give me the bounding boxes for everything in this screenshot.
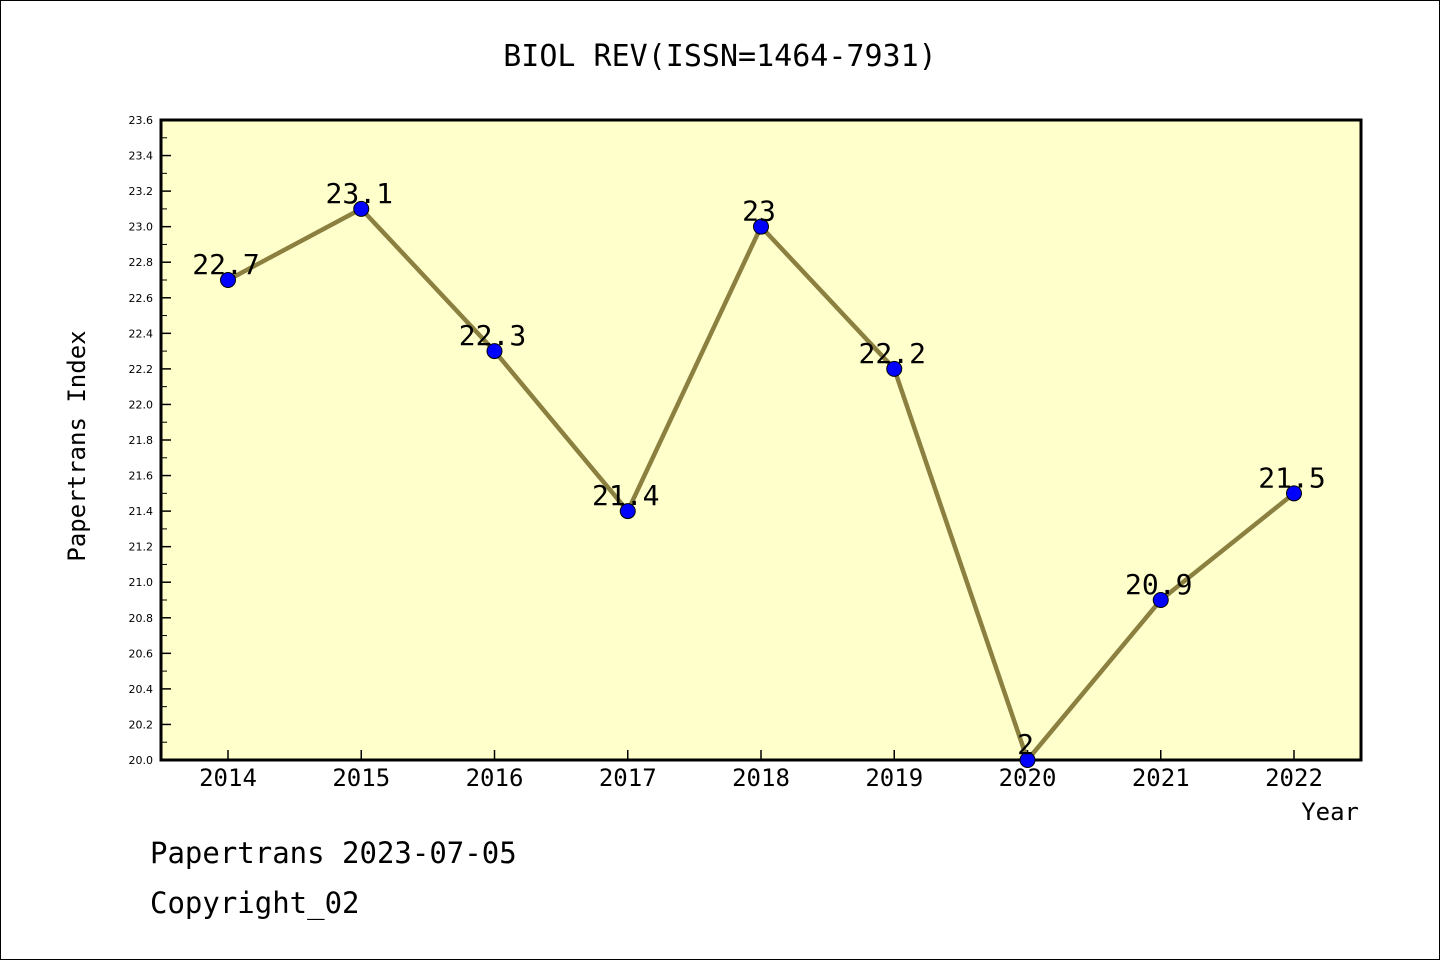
data-label: 21.5 [1258,461,1325,494]
y-tick-label: 23.2 [129,185,154,198]
data-label: 21.4 [592,479,659,512]
x-axis-label: Year [1301,798,1359,826]
data-label: 22.2 [859,337,926,370]
data-point [886,360,903,377]
data-point [486,343,503,360]
y-tick-label: 20.2 [129,718,154,731]
y-axis: 20.0 20.2 20.4 20.6 20.8 21.0 21.2 21.4 21.6 21.8… [129,114,171,767]
y-tick-label: 20.0 [129,754,154,767]
y-tick-label: 20.8 [129,612,154,625]
x-tick-label: 2020 [999,764,1057,792]
data-label: 23.1 [326,177,393,210]
footer-copyright: Copyright_02 [150,886,360,920]
data-point [753,218,769,235]
data-label: 22.3 [459,319,526,352]
x-tick-label: 2014 [199,764,257,792]
y-tick-label: 21.0 [129,576,154,589]
data-point [1286,485,1302,502]
x-tick-label: 2017 [599,764,657,792]
y-tick-label: 22.6 [129,292,154,305]
data-label: 22.7 [192,248,259,281]
y-tick-label: 21.8 [129,434,154,447]
y-tick-label: 20.4 [129,683,154,696]
x-tick-label: 2016 [466,764,524,792]
data-point [1019,752,1036,768]
chart-title: BIOL REV(ISSN=1464-7931) [503,39,936,74]
y-tick-label: 23.6 [129,114,154,127]
x-tick-label: 2021 [1132,764,1190,792]
y-tick-label: 23.4 [129,150,154,163]
x-tick-label: 2018 [732,764,790,792]
x-tick-label: 2022 [1265,764,1323,792]
x-axis: 2014 2015 2016 2017 2018 2019 2020 2021 2022 [199,750,1323,792]
data-label: 23 [742,195,776,228]
data-point [220,272,236,288]
y-tick-label: 22.4 [129,327,154,340]
y-tick-label: 22.0 [129,398,154,411]
x-tick-label: 2015 [332,764,390,792]
y-tick-label: 22.8 [129,256,154,269]
series-papertrans-index [220,200,1302,768]
data-point [353,200,370,217]
data-point [619,503,636,520]
y-tick-label: 21.6 [129,470,154,483]
y-axis-label: Papertrans Index [63,330,91,561]
y-tick-label: 23.0 [129,221,154,234]
y-tick-label: 22.2 [129,363,154,376]
y-tick-label: 21.4 [129,505,154,518]
footer-date-line: Papertrans 2023-07-05 [150,836,517,870]
data-label: 20.9 [1125,568,1192,601]
y-tick-label: 21.2 [129,541,154,554]
y-tick-label: 20.6 [129,647,154,660]
data-labels: 22.7 23.1 22.3 21.4 23 22.2 2 20.9 21.5 [192,177,1325,761]
data-point [1152,592,1169,608]
x-tick-label: 2019 [865,764,923,792]
data-label: 2 [1017,728,1034,761]
